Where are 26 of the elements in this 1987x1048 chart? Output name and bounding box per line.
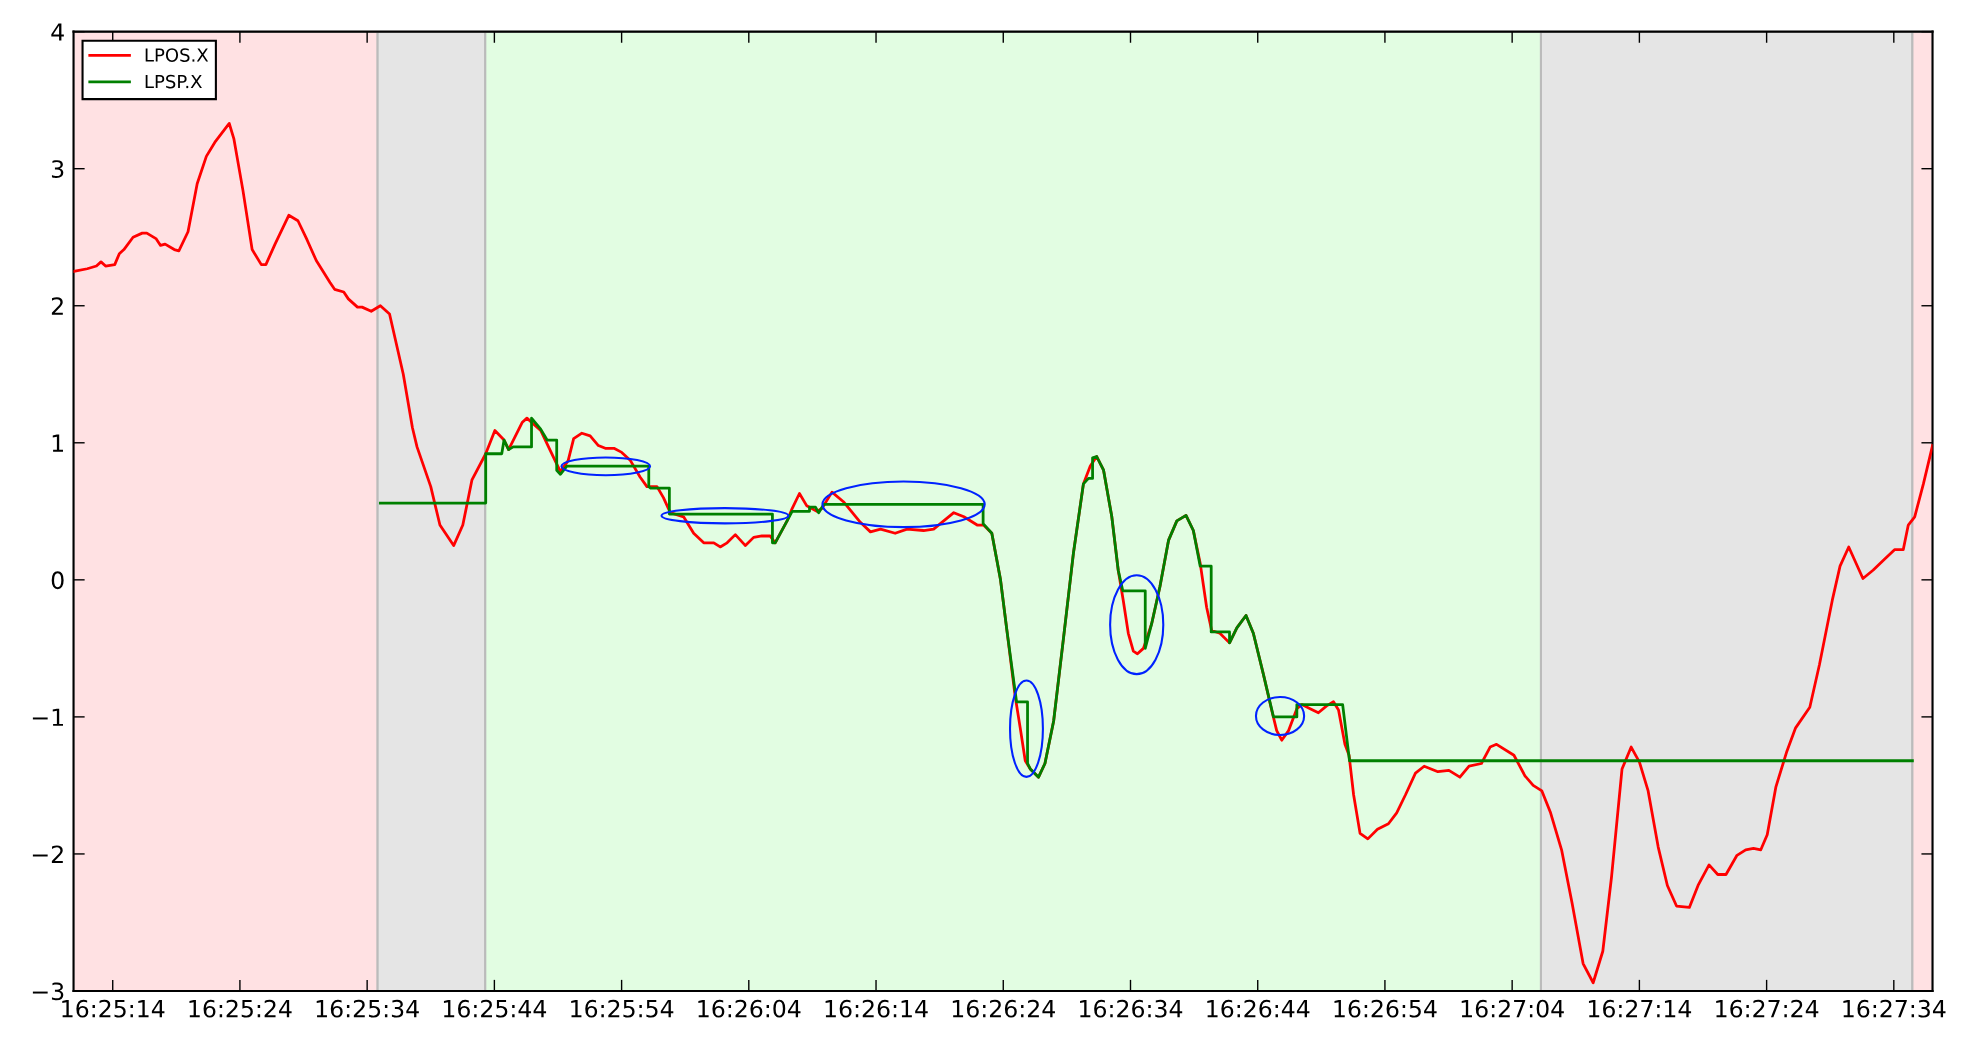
y-tick-label: 3 — [51, 160, 64, 178]
y-tick-label: 0 — [51, 571, 64, 590]
y-tick-label: 1 — [52, 434, 64, 452]
x-tick-label: 16:27:34 — [1843, 999, 1946, 1018]
x-tick-label: 16:26:24 — [952, 999, 1055, 1018]
x-tick-label: 16:25:24 — [189, 999, 292, 1018]
x-tick-label: 16:26:34 — [1080, 999, 1183, 1018]
y-tick-label: 4 — [51, 23, 64, 41]
x-tick-label: 16:26:44 — [1207, 999, 1310, 1018]
x-tick-label: 16:25:14 — [62, 999, 165, 1018]
y-tick-label: −3 — [32, 982, 64, 1001]
x-tick-label: 16:26:54 — [1334, 999, 1437, 1018]
y-tick-label: 2 — [51, 297, 63, 315]
legend-label: LPSP.X — [145, 74, 202, 89]
legend-label: LPOS.X — [145, 48, 209, 62]
x-tick-label: 16:25:34 — [316, 999, 419, 1018]
x-tick-label: 16:25:54 — [571, 999, 674, 1018]
x-tick-label: 16:26:04 — [698, 999, 801, 1018]
x-tick-label: 16:26:14 — [825, 999, 928, 1018]
x-tick-label: 16:27:14 — [1588, 999, 1692, 1018]
y-tick-label: −2 — [32, 845, 63, 863]
x-tick-label: 16:27:04 — [1461, 999, 1564, 1018]
x-tick-label: 16:25:44 — [443, 999, 547, 1018]
y-tick-label: −1 — [32, 708, 63, 726]
line-series — [378, 416, 1914, 779]
x-tick-label: 16:27:24 — [1716, 999, 1819, 1018]
